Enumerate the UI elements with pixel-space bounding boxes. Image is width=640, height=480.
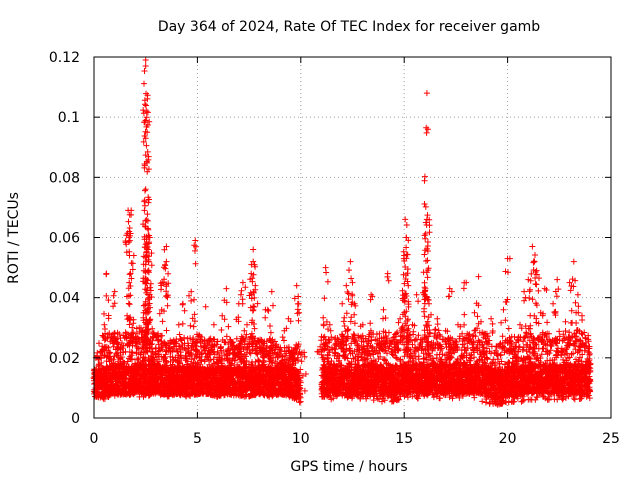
data-point <box>139 358 146 365</box>
data-point <box>96 340 102 347</box>
data-point <box>143 370 150 377</box>
data-point <box>159 365 166 372</box>
data-point <box>102 387 109 394</box>
data-point <box>160 354 167 361</box>
data-point <box>160 383 167 390</box>
data-point <box>142 392 149 399</box>
data-point <box>155 336 162 343</box>
data-point <box>113 365 120 372</box>
data-point <box>95 355 102 362</box>
data-point <box>94 392 101 399</box>
data-point <box>133 376 140 383</box>
data-point <box>127 355 134 362</box>
data-point <box>102 373 109 380</box>
data-point <box>122 381 128 387</box>
data-point <box>157 390 164 397</box>
data-point <box>113 374 120 381</box>
data-point <box>139 373 145 380</box>
data-point <box>91 386 98 393</box>
data-point <box>102 352 108 359</box>
data-point <box>108 333 115 340</box>
data-point <box>116 387 123 394</box>
data-point <box>143 385 150 392</box>
data-point <box>133 367 140 374</box>
data-point <box>118 373 125 380</box>
data-point <box>95 362 102 369</box>
data-point <box>164 369 171 376</box>
data-point <box>125 384 132 391</box>
data-point <box>126 349 133 355</box>
data-point <box>114 345 121 352</box>
data-point <box>142 378 149 385</box>
data-point <box>106 392 113 399</box>
data-point <box>115 391 121 398</box>
data-point <box>120 332 127 339</box>
data-point <box>124 358 131 365</box>
data-point <box>105 354 112 361</box>
data-point <box>149 376 156 383</box>
data-point <box>296 399 303 406</box>
data-point <box>133 349 140 356</box>
data-point <box>103 358 110 365</box>
data-point <box>153 378 160 385</box>
data-point <box>136 362 143 369</box>
data-point <box>137 387 143 394</box>
data-point <box>96 379 102 386</box>
data-point <box>135 370 142 377</box>
data-point <box>163 366 170 373</box>
data-point <box>174 349 181 355</box>
data-point <box>106 353 113 360</box>
data-point <box>118 340 125 346</box>
data-point <box>94 349 101 356</box>
data-point <box>153 389 160 396</box>
data-point <box>123 375 130 382</box>
data-point <box>137 365 144 372</box>
data-point <box>160 391 167 398</box>
data-point <box>162 357 169 364</box>
data-point <box>105 344 112 351</box>
data-point <box>101 396 108 402</box>
chart-title: Day 364 of 2024, Rate Of TEC Index for r… <box>158 19 540 35</box>
data-point <box>158 375 165 382</box>
data-point <box>154 384 161 391</box>
data-point <box>159 372 166 379</box>
data-point <box>101 382 108 389</box>
data-point <box>370 397 377 404</box>
scatter-points <box>90 57 594 408</box>
data-point <box>135 384 141 391</box>
data-point <box>102 366 109 373</box>
data-point <box>128 352 135 359</box>
data-point <box>154 356 160 363</box>
data-point <box>147 363 154 370</box>
data-point <box>101 337 108 344</box>
data-point <box>115 341 122 348</box>
data-point <box>155 367 162 374</box>
data-point <box>153 350 160 357</box>
data-point <box>133 325 140 332</box>
